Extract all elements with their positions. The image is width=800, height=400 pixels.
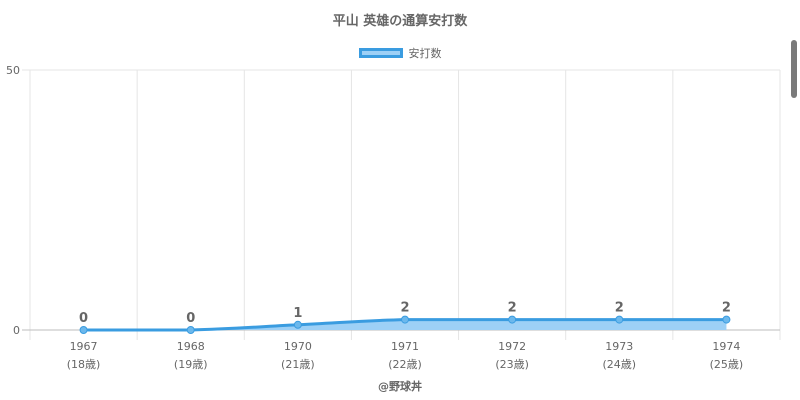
data-point xyxy=(79,326,88,334)
x-tick-label: 1973 xyxy=(605,340,633,353)
chart-title: 平山 英雄の通算安打数 xyxy=(332,14,468,29)
legend-swatch xyxy=(358,48,403,58)
x-tick-label: 1968 xyxy=(177,340,205,353)
x-tick-label: 1971 xyxy=(391,340,419,353)
x-tick-age-label: (24歳) xyxy=(602,358,636,371)
data-label: 2 xyxy=(400,301,409,316)
x-tick-label: 1972 xyxy=(498,340,526,353)
y-tick-label: 50 xyxy=(6,64,20,77)
y-tick-label: 0 xyxy=(13,324,20,337)
x-tick-age-label: (25歳) xyxy=(710,358,744,371)
x-tick-age-label: (22歳) xyxy=(388,358,422,371)
x-tick-label: 1967 xyxy=(70,340,98,353)
x-tick-label: 1974 xyxy=(712,340,740,353)
x-tick-age-label: (19歳) xyxy=(174,358,208,371)
data-point xyxy=(722,315,731,324)
data-label: 1 xyxy=(293,306,302,321)
data-label: 2 xyxy=(615,301,624,316)
x-tick-age-label: (21歳) xyxy=(281,358,315,371)
data-point xyxy=(293,320,302,329)
data-label: 0 xyxy=(186,311,195,326)
data-point xyxy=(401,315,409,324)
legend[interactable]: 安打数 xyxy=(0,45,800,61)
x-tick-label: 1970 xyxy=(284,340,312,353)
data-label: 2 xyxy=(722,301,731,316)
legend-label: 安打数 xyxy=(408,47,442,60)
source-label: @野球丼 xyxy=(378,380,422,393)
data-label: 0 xyxy=(79,311,88,326)
data-point xyxy=(508,315,517,324)
x-tick-age-label: (23歳) xyxy=(495,358,529,371)
data-point xyxy=(615,315,624,324)
series-area xyxy=(83,319,727,330)
data-point xyxy=(186,326,195,334)
scrollbar-thumb[interactable] xyxy=(791,40,797,98)
data-label: 2 xyxy=(508,301,517,316)
x-tick-age-label: (18歳) xyxy=(67,358,101,371)
